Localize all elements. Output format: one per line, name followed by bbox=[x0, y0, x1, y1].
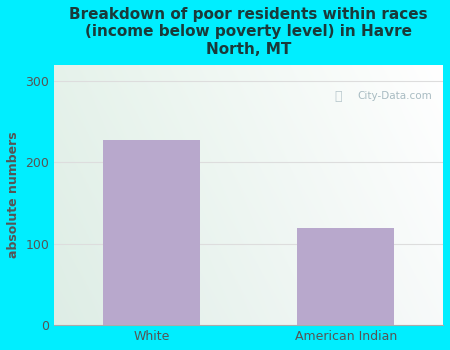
Title: Breakdown of poor residents within races
(income below poverty level) in Havre
N: Breakdown of poor residents within races… bbox=[69, 7, 428, 57]
Text: ⧖: ⧖ bbox=[334, 90, 342, 103]
Y-axis label: absolute numbers: absolute numbers bbox=[7, 132, 20, 258]
Text: City-Data.com: City-Data.com bbox=[357, 91, 432, 101]
Bar bbox=[103, 140, 200, 325]
Bar bbox=[297, 228, 395, 325]
